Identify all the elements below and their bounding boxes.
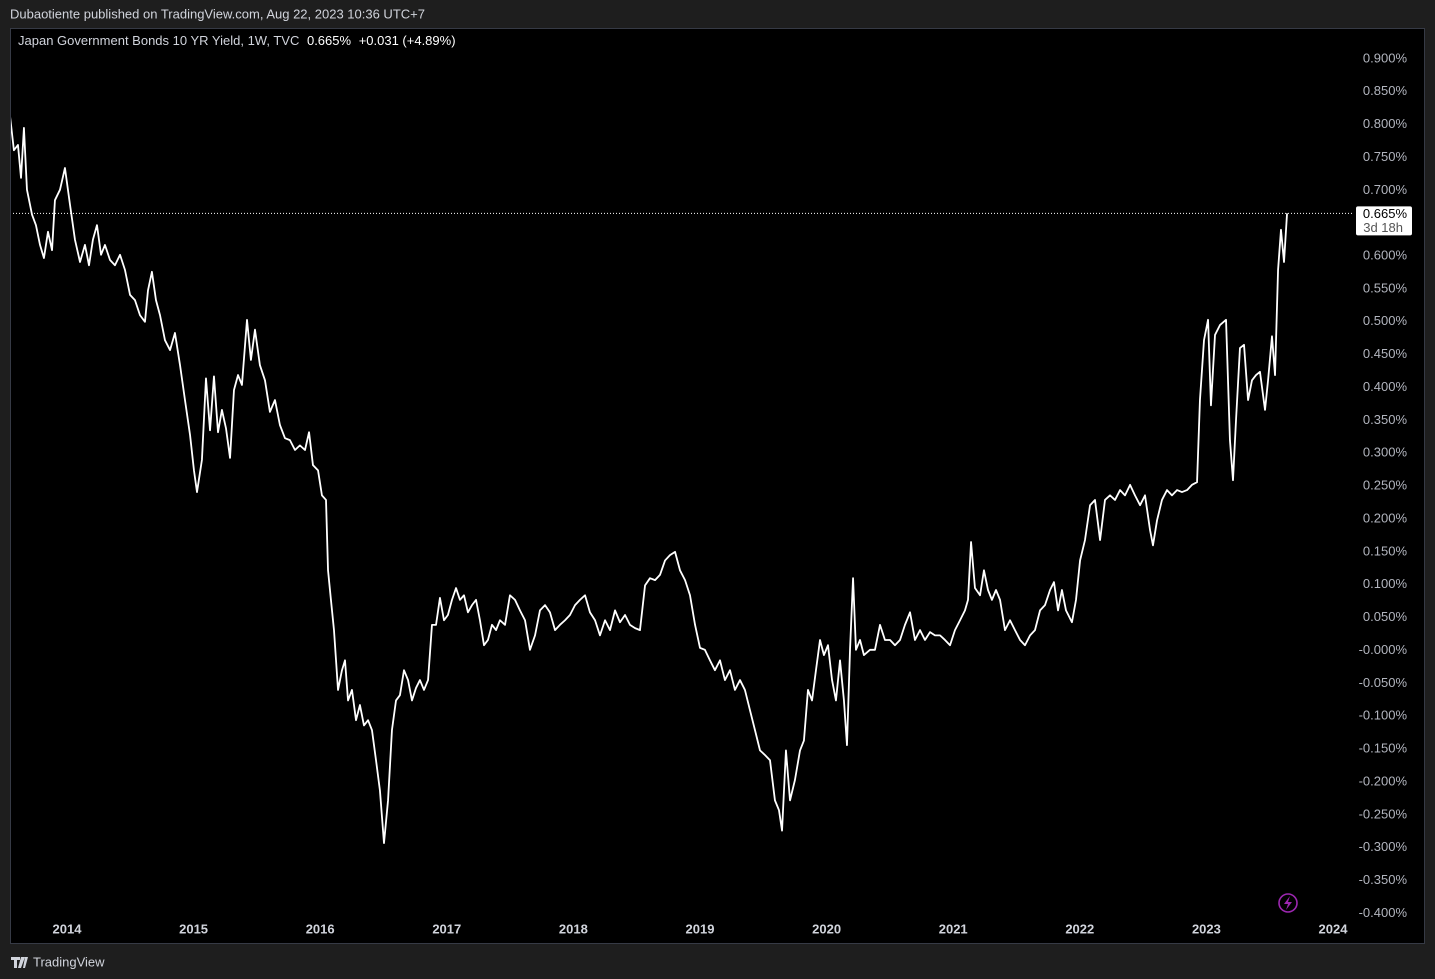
- y-tick-label: 0.900%: [1363, 50, 1408, 65]
- y-tick-label: 0.450%: [1363, 346, 1408, 361]
- x-tick-label: 2023: [1192, 921, 1221, 936]
- countdown-label: 3d 18h: [1363, 220, 1403, 235]
- price-tag: [1356, 206, 1412, 236]
- x-tick-label: 2024: [1319, 921, 1349, 936]
- yield-line: [11, 116, 1288, 844]
- x-tick-label: 2019: [686, 921, 715, 936]
- y-tick-label: 0.800%: [1363, 116, 1408, 131]
- price-change: +0.031 (+4.89%): [359, 33, 456, 48]
- y-tick-label: 0.700%: [1363, 182, 1408, 197]
- brand-name: TradingView: [33, 954, 105, 969]
- x-tick-label: 2017: [432, 921, 461, 936]
- y-tick-label: -0.400%: [1359, 905, 1408, 920]
- y-tick-label: -0.250%: [1359, 806, 1408, 821]
- publisher-line: Dubaotiente published on TradingView.com…: [10, 6, 425, 21]
- symbol-title: Japan Government Bonds 10 YR Yield, 1W, …: [18, 33, 299, 48]
- y-tick-label: 0.250%: [1363, 478, 1408, 493]
- price-tag-label: 0.665%: [1363, 206, 1408, 221]
- x-tick-label: 2018: [559, 921, 588, 936]
- y-tick-label: -0.100%: [1359, 708, 1408, 723]
- y-tick-label: 0.050%: [1363, 609, 1408, 624]
- x-tick-label: 2022: [1065, 921, 1094, 936]
- y-tick-label: -0.350%: [1359, 872, 1408, 887]
- chart-pane: [10, 28, 1425, 944]
- y-tick-label: -0.000%: [1359, 642, 1408, 657]
- x-tick-label: 2020: [812, 921, 841, 936]
- y-tick-label: 0.350%: [1363, 412, 1408, 427]
- axes: 0.900% 0.850% 0.800% 0.750% 0.700% 0.600% 0.55…: [53, 50, 1412, 936]
- y-tick-label: 0.850%: [1363, 83, 1408, 98]
- y-tick-label: 0.300%: [1363, 445, 1408, 460]
- y-tick-label: 0.550%: [1363, 280, 1408, 295]
- x-tick-label: 2016: [306, 921, 335, 936]
- last-price: 0.665%: [307, 33, 352, 48]
- x-tick-label: 2014: [53, 921, 83, 936]
- y-tick-label: -0.300%: [1359, 839, 1408, 854]
- y-tick-label: 0.200%: [1363, 510, 1408, 525]
- y-tick-label: -0.200%: [1359, 773, 1408, 788]
- y-tick-label: 0.100%: [1363, 576, 1408, 591]
- y-tick-label: 0.600%: [1363, 248, 1408, 263]
- x-tick-label: 2015: [179, 921, 208, 936]
- alert-icon[interactable]: [1278, 893, 1298, 913]
- legend-line: Japan Government Bonds 10 YR Yield, 1W, …: [18, 33, 456, 48]
- y-tick-label: 0.750%: [1363, 149, 1408, 164]
- y-tick-label: -0.050%: [1359, 675, 1408, 690]
- y-tick-label: -0.150%: [1359, 741, 1408, 756]
- y-tick-label: 0.150%: [1363, 543, 1408, 558]
- brand-logo: [11, 957, 28, 968]
- y-tick-label: 0.400%: [1363, 379, 1408, 394]
- plot-area: [11, 116, 1352, 844]
- y-tick-label: 0.500%: [1363, 313, 1408, 328]
- x-tick-label: 2021: [939, 921, 968, 936]
